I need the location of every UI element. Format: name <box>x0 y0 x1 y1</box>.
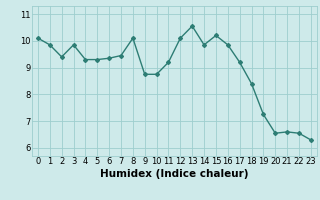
X-axis label: Humidex (Indice chaleur): Humidex (Indice chaleur) <box>100 169 249 179</box>
